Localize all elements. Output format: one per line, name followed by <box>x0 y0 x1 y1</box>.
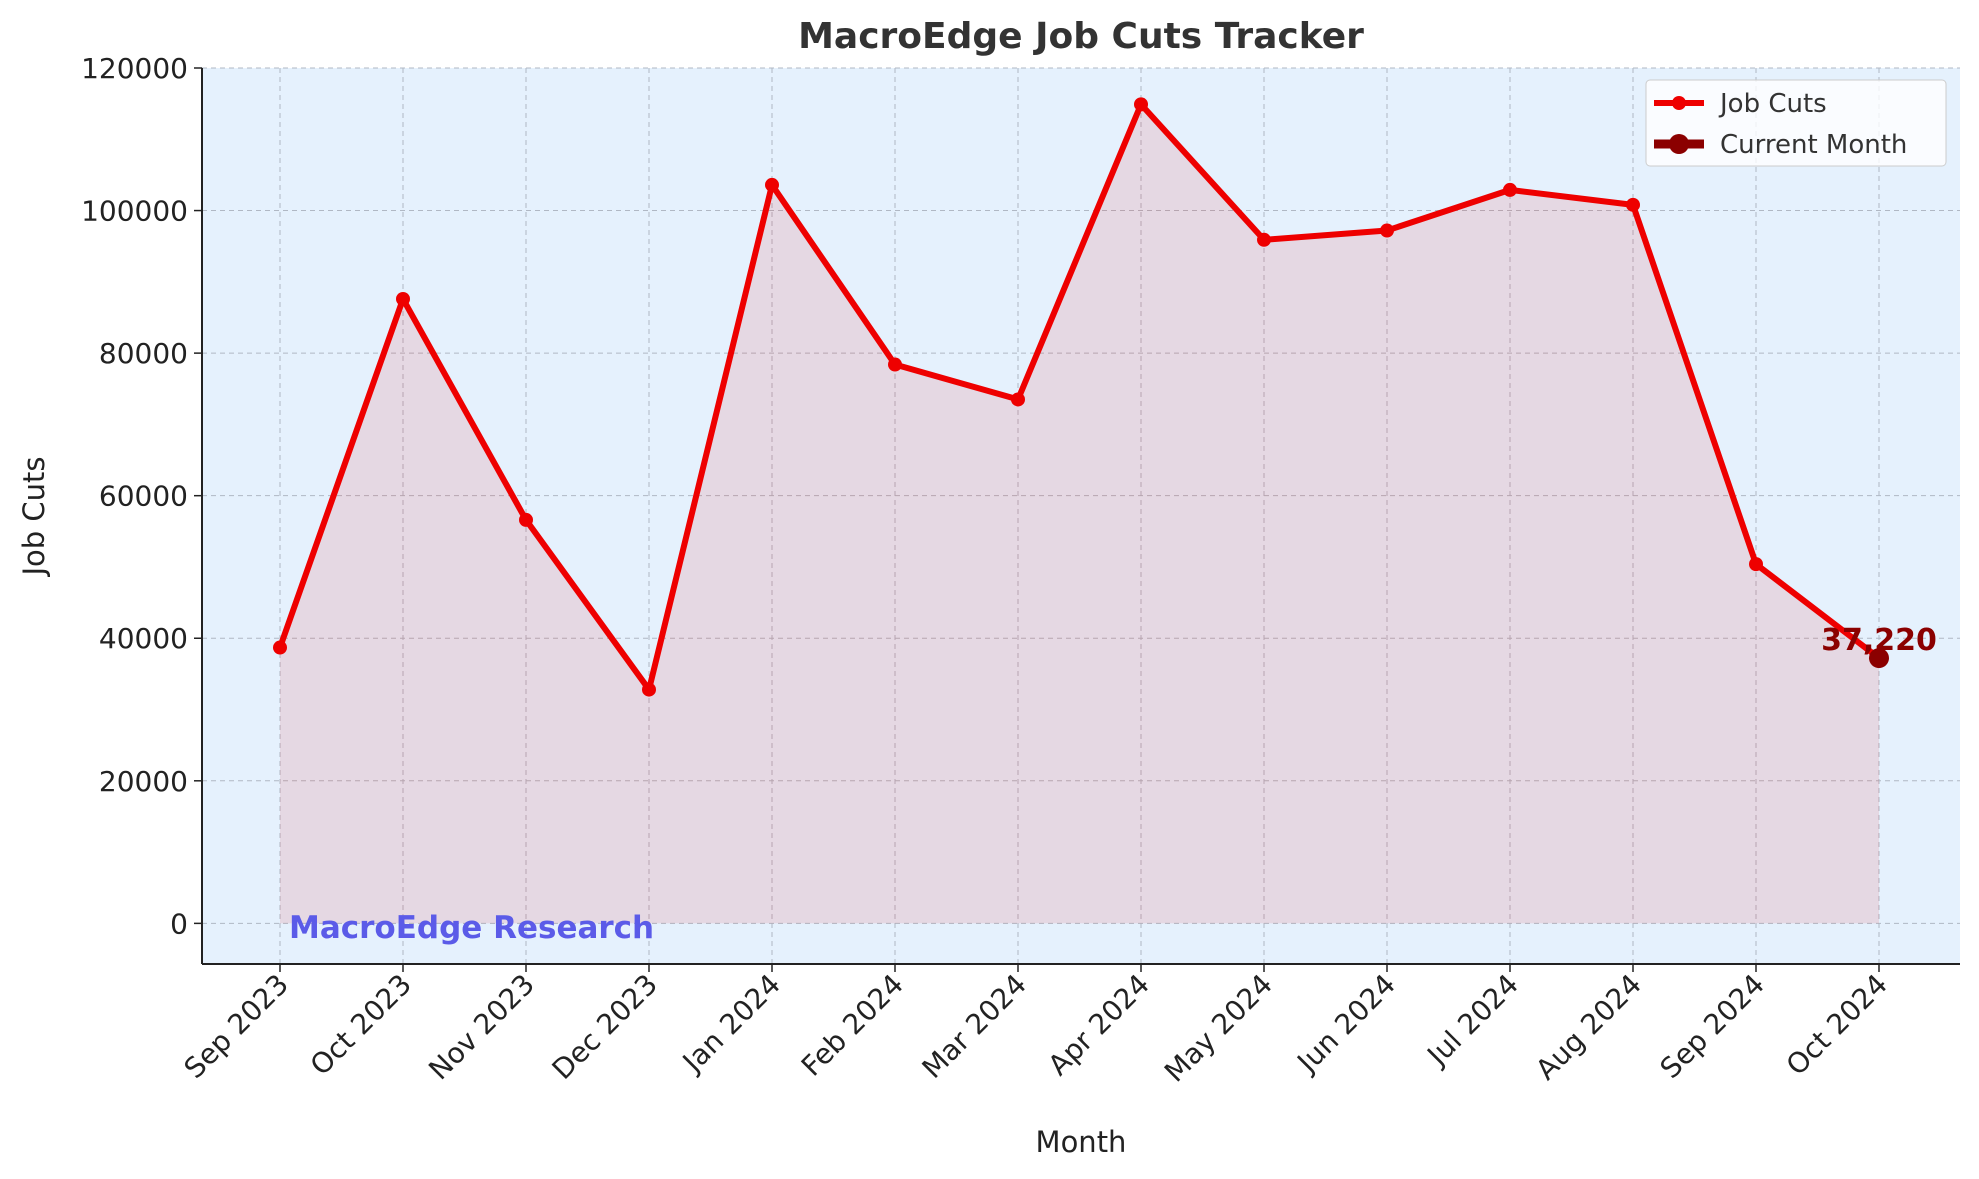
y-axis-label: Job Cuts <box>17 456 51 577</box>
point <box>1380 223 1394 238</box>
x-tick-label: Jul 2024 <box>1420 968 1525 1073</box>
point <box>1749 557 1763 572</box>
y-tick-label: 40000 <box>99 622 188 655</box>
x-tick-label: Oct 2023 <box>304 968 418 1082</box>
point <box>1257 232 1271 247</box>
point <box>1626 197 1640 212</box>
point <box>519 512 533 527</box>
area <box>280 104 1879 924</box>
watermark: MacroEdge Research <box>289 910 654 946</box>
x-tick-label: Apr 2024 <box>1042 968 1156 1082</box>
point <box>1011 392 1025 407</box>
point <box>396 291 410 306</box>
x-tick-label: Sep 2023 <box>178 968 295 1085</box>
y-tick-label: 20000 <box>99 765 188 798</box>
chart-title: MacroEdge Job Cuts Tracker <box>798 16 1364 57</box>
x-tick-label: Feb 2024 <box>795 968 910 1083</box>
line <box>277 101 1881 693</box>
value-label: 37,220 <box>1821 623 1937 658</box>
y-tick-label: 60000 <box>99 480 188 513</box>
point <box>1134 97 1148 112</box>
x-axis-label: Month <box>1036 1125 1127 1159</box>
x-tick-label: Nov 2023 <box>422 968 541 1087</box>
x-tick-label: Mar 2024 <box>916 968 1033 1085</box>
point <box>888 357 902 372</box>
point <box>273 640 287 655</box>
y-tick-label: 100000 <box>81 195 188 228</box>
plot-background <box>202 68 1960 964</box>
x-tick-label: Jan 2024 <box>675 968 787 1080</box>
y-tick-label: 120000 <box>81 52 188 85</box>
x-tick-label: Dec 2023 <box>546 968 664 1086</box>
legend-label: Job Cuts <box>1718 89 1827 119</box>
legend-label: Current Month <box>1720 130 1907 160</box>
y-tick-label: 0 <box>170 907 188 940</box>
legend-marker <box>1672 96 1686 110</box>
point <box>1503 182 1517 197</box>
current-point <box>1869 648 1889 669</box>
point <box>765 177 779 192</box>
x-tick-label: Jun 2024 <box>1290 968 1402 1080</box>
legend-marker <box>1669 134 1689 154</box>
x-tick-label: Aug 2024 <box>1529 968 1648 1087</box>
point <box>642 682 656 697</box>
x-tick-label: Oct 2024 <box>1780 968 1894 1082</box>
y-tick-label: 80000 <box>99 337 188 370</box>
x-tick-label: May 2024 <box>1158 968 1279 1089</box>
legend-box <box>1645 79 1947 167</box>
x-tick-label: Sep 2024 <box>1654 968 1771 1085</box>
